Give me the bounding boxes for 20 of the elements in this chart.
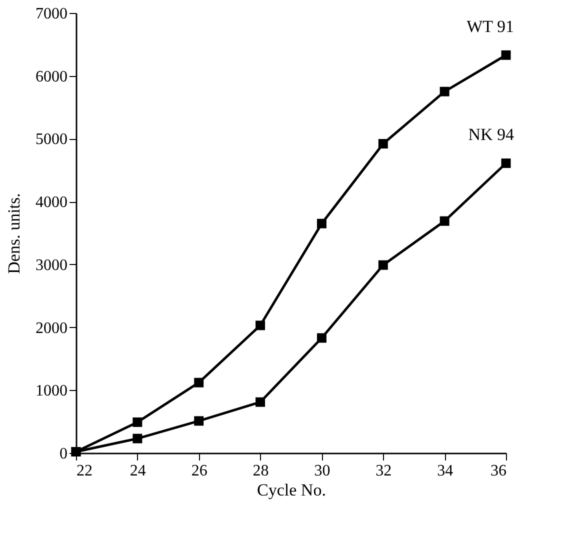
x-tick-label: 32 <box>376 462 392 480</box>
x-tick-label: 28 <box>252 462 269 480</box>
series-label: NK 94 <box>468 125 514 144</box>
y-tick-label: 4000 <box>36 194 68 212</box>
y-tick-label: 2000 <box>36 320 68 337</box>
y-tick-label: 3000 <box>36 256 68 274</box>
y-tick-label: 6000 <box>36 68 68 86</box>
x-tick-label: 30 <box>314 462 330 480</box>
x-tick-label: 22 <box>76 462 92 480</box>
y-tick-label: 1000 <box>36 382 68 400</box>
y-tick-label: 7000 <box>36 6 68 22</box>
x-tick-label: 26 <box>191 462 208 480</box>
series-label: WT 91 <box>466 17 514 36</box>
y-axis-title: Dens. units. <box>4 193 24 274</box>
x-axis-title: Cycle No. <box>257 480 326 500</box>
x-tick-label: 24 <box>130 462 146 480</box>
x-tick-label: 34 <box>437 462 454 480</box>
y-tick-label: 0 <box>60 446 68 462</box>
x-tick-label: 36 <box>490 462 506 480</box>
y-tick-label: 5000 <box>36 131 68 148</box>
